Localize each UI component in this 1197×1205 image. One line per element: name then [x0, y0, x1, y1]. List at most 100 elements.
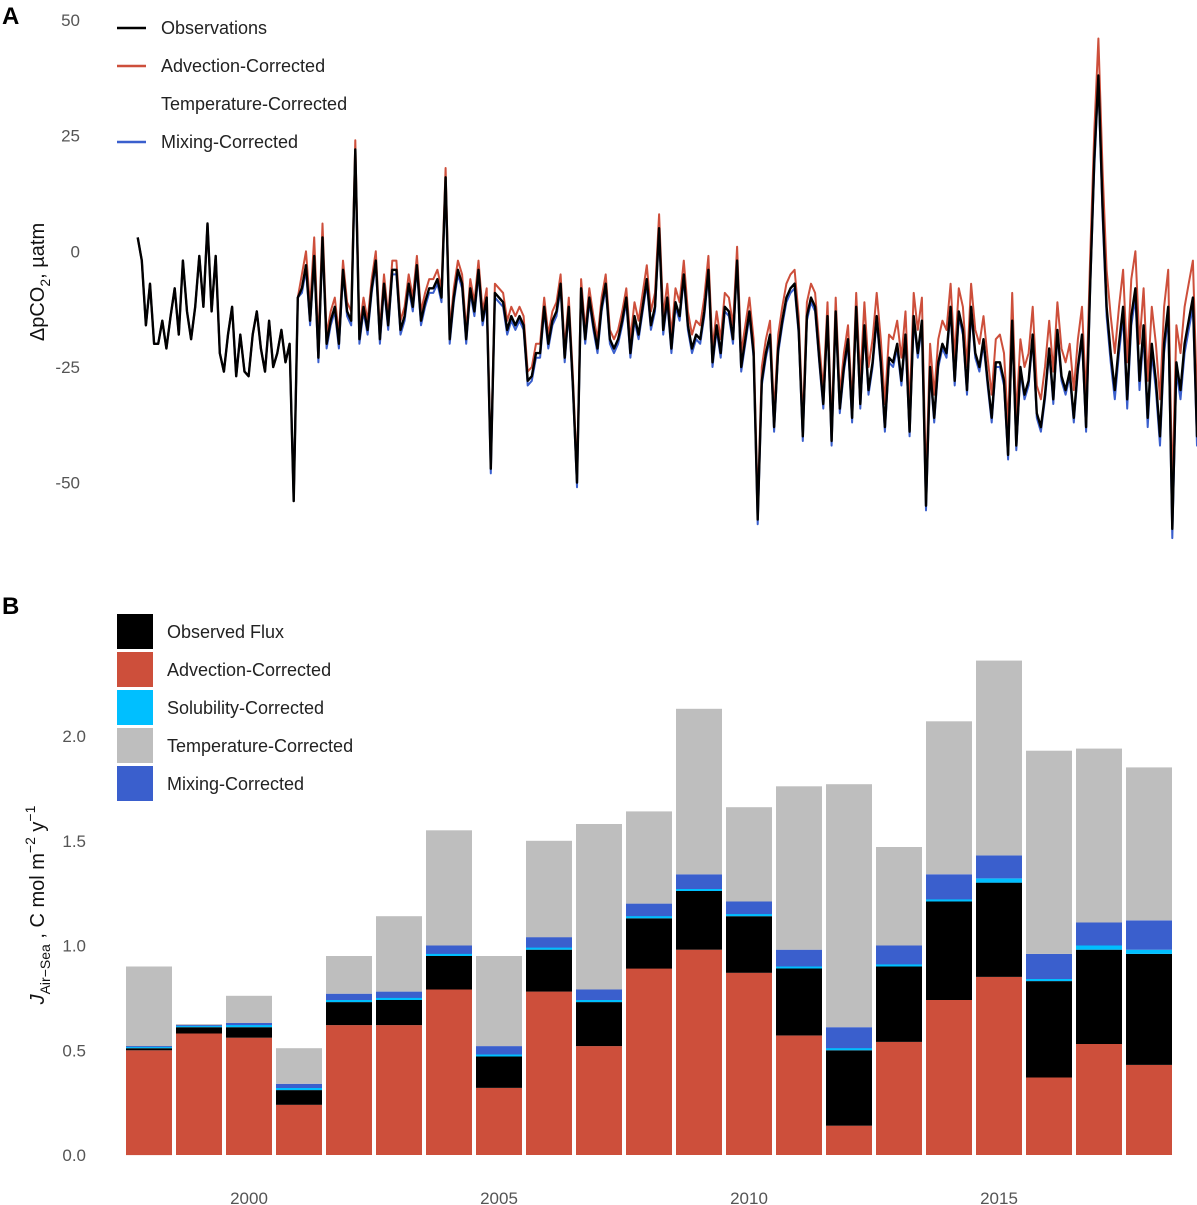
- bar-temperature_bar: [1026, 750, 1072, 954]
- bar-temperature_bar: [226, 995, 272, 1023]
- bar-solubility: [376, 997, 422, 1000]
- bar-observations: [376, 1000, 422, 1026]
- bar-observations: [876, 966, 922, 1042]
- bar-temperature_bar: [426, 830, 472, 946]
- bar-temperature_bar: [176, 1024, 222, 1026]
- panel-a-y-ticks: 50 25 0 -25 -50: [55, 11, 80, 493]
- panel-a-series-lines: [136, 37, 1197, 540]
- bar-solubility: [226, 1024, 272, 1028]
- bar-temperature_bar: [826, 784, 872, 1028]
- panel-b-label: B: [2, 593, 19, 620]
- bar-temperature_bar: [326, 956, 372, 994]
- bar-advection: [776, 1035, 822, 1155]
- bar-observations: [776, 968, 822, 1036]
- bar-solubility: [526, 947, 572, 950]
- bar-solubility: [826, 1047, 872, 1051]
- bar-mixing: [776, 949, 822, 967]
- bar-temperature_bar: [726, 807, 772, 902]
- bar-temperature_bar: [276, 1048, 322, 1084]
- bar-solubility: [776, 966, 822, 969]
- bar-observations: [576, 1002, 622, 1047]
- bar-advection: [726, 972, 772, 1155]
- legend-label-temperature: Temperature-Corrected: [161, 94, 347, 114]
- legend-key-temperature_bar: [117, 728, 153, 763]
- bar-advection: [376, 1025, 422, 1155]
- bar-advection: [126, 1050, 172, 1156]
- bar-advection: [676, 949, 722, 1155]
- panel-b-bars: [126, 660, 1172, 1156]
- bar-mixing: [526, 937, 572, 948]
- legend-label-advection: Advection-Corrected: [167, 660, 331, 680]
- bar-solubility: [926, 899, 972, 902]
- bar-observations: [726, 916, 772, 973]
- panel-a-y-tick-label: -25: [55, 358, 80, 377]
- bar-advection: [576, 1046, 622, 1155]
- bar-mixing: [326, 993, 372, 1000]
- panel-b-x-tick-label: 2005: [480, 1189, 518, 1205]
- bar-mixing: [426, 945, 472, 954]
- bar-advection: [426, 989, 472, 1155]
- panel-a-y-tick-label: 25: [61, 127, 80, 146]
- bar-temperature_bar: [526, 840, 572, 938]
- panel-b-x-tick-label: 2015: [980, 1189, 1018, 1205]
- bar-temperature_bar: [1076, 748, 1122, 923]
- panel-a-y-tick-label: -50: [55, 474, 80, 493]
- bar-advection: [1026, 1077, 1072, 1155]
- bar-observations: [526, 949, 572, 992]
- bar-mixing: [1026, 953, 1072, 979]
- bar-mixing: [1126, 920, 1172, 950]
- bar-mixing: [1076, 922, 1122, 946]
- bar-mixing: [176, 1025, 222, 1027]
- bar-temperature_bar: [126, 966, 172, 1047]
- panel-b-y-tick-label: 0.5: [62, 1041, 86, 1060]
- bar-observations: [926, 901, 972, 1000]
- bar-mixing: [276, 1083, 322, 1088]
- bar-advection: [926, 1000, 972, 1155]
- legend-label-advection: Advection-Corrected: [161, 56, 325, 76]
- panel-a-legend: Observations Advection-Corrected Temperatu…: [117, 18, 347, 152]
- bar-temperature_bar: [926, 721, 972, 875]
- bar-advection: [526, 991, 572, 1155]
- bar-solubility: [1026, 978, 1072, 982]
- bar-observations: [826, 1050, 872, 1126]
- legend-label-solubility: Solubility-Corrected: [167, 698, 324, 718]
- bar-solubility: [276, 1087, 322, 1091]
- panel-b-x-ticks: 2000 2005 2010 2015: [230, 1189, 1018, 1205]
- bar-mixing: [476, 1046, 522, 1055]
- bar-solubility: [976, 878, 1022, 883]
- bar-advection: [226, 1037, 272, 1155]
- bar-solubility: [626, 915, 672, 919]
- bar-mixing: [976, 855, 1022, 879]
- bar-observations: [126, 1048, 172, 1051]
- bar-observations: [276, 1090, 322, 1105]
- bar-observations: [476, 1056, 522, 1088]
- bar-observations: [1076, 949, 1122, 1044]
- legend-key-mixing: [117, 766, 153, 801]
- bar-temperature_bar: [576, 824, 622, 990]
- bar-solubility: [576, 999, 622, 1003]
- panel-a-y-tick-label: 0: [71, 242, 80, 261]
- series-line-observations: [136, 74, 1197, 531]
- bar-mixing: [376, 991, 422, 998]
- panel-b-y-ticks: 0.0 0.5 1.0 1.5 2.0: [62, 727, 86, 1165]
- bar-temperature_bar: [626, 811, 672, 904]
- bar-temperature_bar: [676, 708, 722, 875]
- bar-advection: [626, 968, 672, 1155]
- legend-key-solubility: [117, 690, 153, 725]
- bar-observations: [1126, 953, 1172, 1065]
- bar-observations: [326, 1002, 372, 1026]
- legend-label-observations: Observed Flux: [167, 622, 284, 642]
- panel-a-y-tick-label: 50: [61, 11, 80, 30]
- bar-temperature_bar: [876, 847, 922, 946]
- legend-key-advection: [117, 652, 153, 687]
- panel-a-label: A: [2, 3, 19, 30]
- bar-solubility: [326, 999, 372, 1003]
- panel-b: B 0.0 0.5 1.0 1.5 2.0 2000 2005 2010 2015 JAir−…: [2, 593, 1172, 1205]
- bar-mixing: [626, 903, 672, 917]
- bar-advection: [276, 1104, 322, 1155]
- bar-solubility: [726, 913, 772, 917]
- bar-observations: [626, 918, 672, 969]
- bar-mixing: [926, 874, 972, 900]
- bar-solubility: [1076, 945, 1122, 950]
- bar-solubility: [426, 953, 472, 956]
